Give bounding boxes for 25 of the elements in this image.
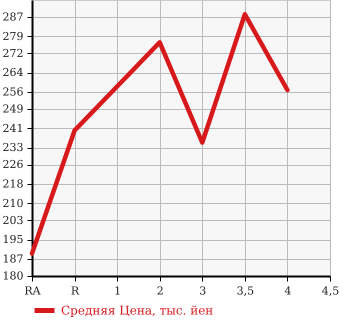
line-series — [30, 12, 290, 256]
x-tick-label: RA — [24, 284, 42, 298]
x-tick-label: 1 — [114, 284, 122, 298]
y-tick-label: 287 — [2, 10, 24, 24]
y-tick-label: 180 — [2, 270, 24, 282]
y-tick-label: 203 — [2, 214, 24, 227]
y-tick-label: 218 — [2, 178, 24, 190]
y-tick-label: 187 — [2, 252, 24, 266]
y-tick-label: 233 — [2, 141, 24, 154]
y-tick-label: 226 — [2, 158, 24, 172]
x-tick-label: 3,5 — [236, 284, 254, 298]
y-tick-label: 272 — [2, 46, 24, 60]
x-tick-label: 2 — [156, 284, 164, 298]
y-tick-label: 249 — [2, 102, 24, 116]
y-tick-label: 279 — [2, 30, 24, 43]
y-tick-label: 210 — [2, 196, 24, 210]
x-tick-label: 4 — [284, 284, 292, 298]
x-tick-label: R — [70, 284, 80, 298]
legend-label: Средняя Цена, тыс. йен — [61, 304, 214, 318]
x-tick-label: 4,5 — [322, 284, 340, 298]
y-tick-label: 241 — [2, 122, 24, 135]
y-tick-label: 256 — [2, 86, 24, 98]
x-tick-label: 3 — [199, 284, 206, 298]
y-tick-label: 264 — [2, 66, 24, 80]
y-tick-label: 195 — [2, 233, 24, 246]
